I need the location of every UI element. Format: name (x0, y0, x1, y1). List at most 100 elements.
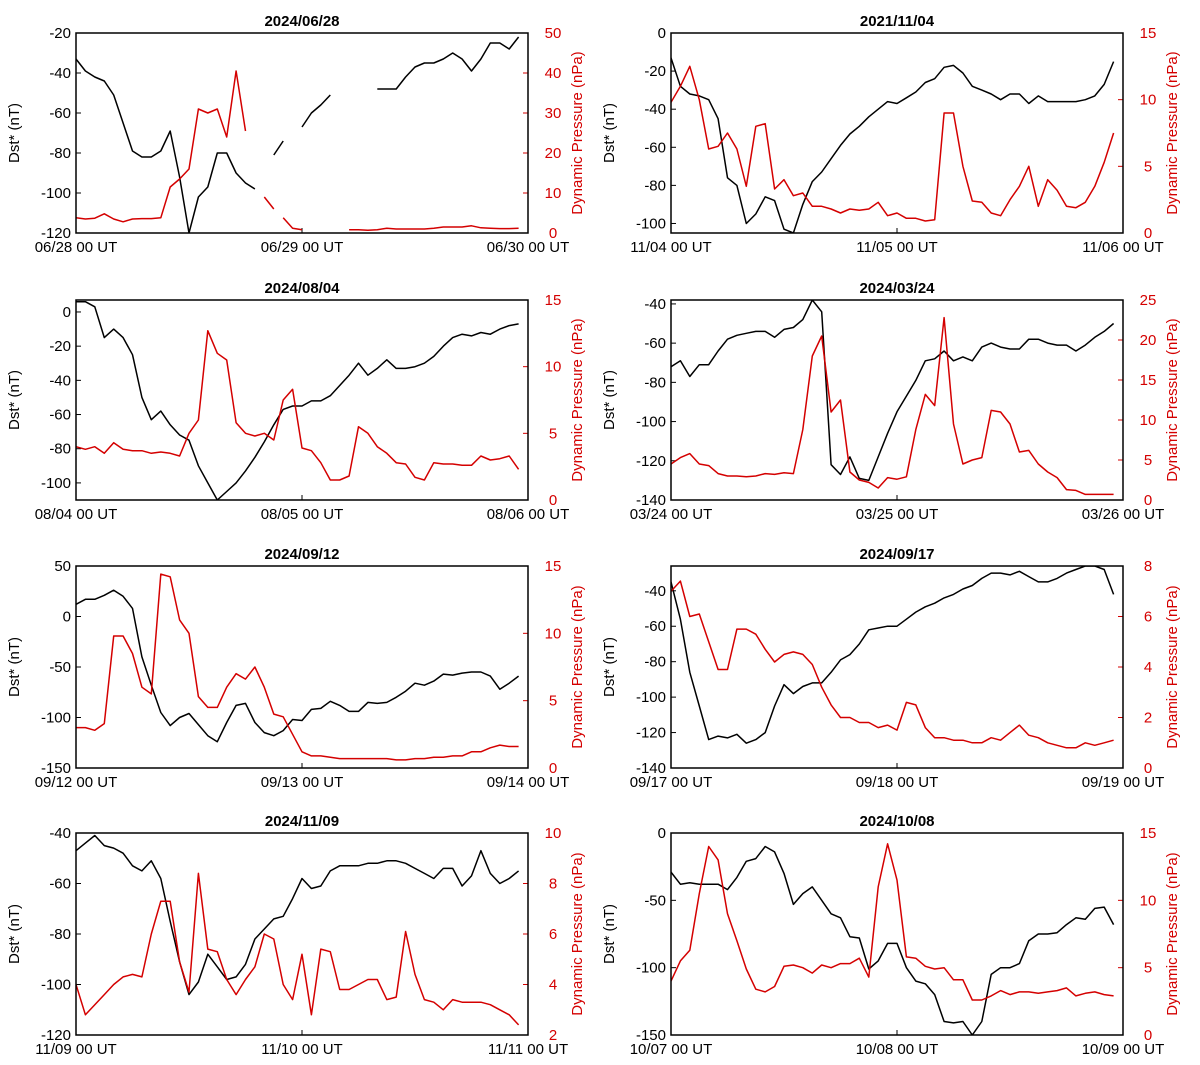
y-right-tick-label: 4 (1144, 659, 1152, 676)
y-right-tick-label: 2 (1144, 710, 1152, 727)
panel-title: 2024/08/04 (264, 280, 340, 297)
x-tick-label: 06/28 00 UT (35, 239, 118, 256)
dst-series-line (76, 58, 256, 233)
plot-frame (75, 299, 529, 501)
x-tick-label: 11/11 00 UT (488, 1041, 568, 1058)
y-left-tick-label: -80 (49, 441, 71, 458)
y-right-tick-label: 0 (549, 225, 557, 242)
y-right-tick-label: 10 (1140, 412, 1157, 429)
y-left-tick-label: -60 (644, 618, 666, 635)
panel-3: 2024/08/04 -100 -80 -60 -40 -20 0 0 5 10 15 08/04 0… (6, 280, 586, 523)
y-axis-left-label: Dst* (nT) (601, 103, 618, 163)
y-left-tick-label: -40 (49, 825, 71, 842)
y-left-tick-label: -80 (49, 145, 71, 162)
dst-series-line (76, 300, 519, 500)
panel-title: 2024/11/09 (265, 813, 339, 830)
plot-frame (75, 565, 529, 769)
plot-frame (75, 32, 529, 234)
y-left-tick-label: -50 (644, 892, 666, 909)
y-axis-right-label: Dynamic Pressure (nPa) (569, 51, 586, 214)
y-left-tick-label: -80 (644, 654, 666, 671)
dst-series-line (671, 566, 1115, 744)
x-tick-label: 06/29 00 UT (261, 239, 344, 256)
y-left-tick-label: -60 (644, 139, 666, 156)
y-right-tick-label: 6 (549, 926, 557, 943)
pressure-series-line (671, 580, 1114, 749)
y-left-tick-label: -20 (644, 63, 666, 80)
y-right-tick-label: 15 (1140, 825, 1157, 842)
pressure-series-line (76, 573, 519, 761)
x-tick-label: 03/25 00 UT (856, 506, 939, 523)
y-left-tick-label: -80 (49, 926, 71, 943)
x-tick-label: 09/14 00 UT (487, 774, 570, 791)
y-left-tick-label: -120 (41, 225, 71, 242)
y-left-tick-label: -140 (636, 492, 666, 509)
y-right-tick-label: 5 (549, 425, 557, 442)
y-right-tick-label: 2 (549, 1027, 557, 1044)
panel-8: 2024/10/08 -150 -100 -50 0 0 5 10 15 10/07 00 UT 1… (601, 813, 1181, 1058)
x-tick-label: 08/04 00 UT (35, 506, 118, 523)
y-axis-left-label: Dst* (nT) (6, 370, 23, 430)
y-left-tick-label: -80 (644, 177, 666, 194)
y-right-tick-label: 25 (1140, 292, 1157, 309)
x-tick-label: 11/04 00 UT (630, 239, 711, 256)
y-right-tick-label: 50 (545, 25, 562, 42)
y-left-tick-label: -40 (49, 65, 71, 82)
panel-title: 2024/10/08 (859, 813, 934, 830)
y-left-tick-label: -20 (49, 338, 71, 355)
y-left-tick-label: -100 (636, 414, 666, 431)
y-left-tick-label: -60 (49, 407, 71, 424)
y-left-tick-label: -40 (49, 372, 71, 389)
pressure-series-line (76, 329, 520, 481)
panel-4: 2024/03/24 -140 -120 -100 -80 -60 -40 0 5 10 15 20 2… (601, 280, 1181, 523)
y-left-tick-label: 50 (54, 558, 71, 575)
x-tick-label: 11/06 00 UT (1082, 239, 1163, 256)
y-right-tick-label: 10 (1140, 92, 1157, 109)
y-right-tick-label: 4 (549, 977, 557, 994)
pressure-series-line (76, 70, 247, 223)
y-axis-left-label: Dst* (nT) (6, 904, 23, 964)
y-axis-right-label: Dynamic Pressure (nPa) (569, 318, 586, 481)
y-left-tick-label: -50 (49, 659, 71, 676)
y-right-tick-label: 15 (545, 558, 562, 575)
x-tick-label: 09/19 00 UT (1082, 774, 1165, 791)
x-tick-label: 10/09 00 UT (1082, 1041, 1165, 1058)
y-right-tick-label: 6 (1144, 609, 1152, 626)
y-right-tick-label: 0 (1144, 225, 1152, 242)
plot-frame (670, 32, 1124, 234)
panel-title: 2021/11/04 (860, 13, 935, 30)
y-left-tick-label: -60 (644, 335, 666, 352)
dst-series-line (273, 140, 284, 156)
plot-frame (670, 299, 1124, 501)
y-axis-right-label: Dynamic Pressure (nPa) (569, 585, 586, 748)
y-left-tick-label: 0 (658, 825, 666, 842)
y-left-tick-label: -120 (636, 453, 666, 470)
pressure-series-line (671, 316, 1114, 496)
y-axis-right-label: Dynamic Pressure (nPa) (1164, 51, 1181, 214)
y-left-tick-label: -100 (41, 710, 71, 727)
y-left-tick-label: -100 (41, 475, 71, 492)
y-left-tick-label: -80 (644, 374, 666, 391)
y-axis-left-label: Dst* (nT) (601, 637, 618, 697)
y-axis-right-label: Dynamic Pressure (nPa) (1164, 318, 1181, 481)
x-tick-label: 09/12 00 UT (35, 774, 118, 791)
panel-1: 2024/06/28 -120 -100 -80 -60 -40 -20 0 10 20 30 40 5… (6, 13, 586, 256)
y-left-tick-label: -100 (636, 689, 666, 706)
y-left-tick-label: -120 (41, 1027, 71, 1044)
y-right-tick-label: 8 (549, 876, 557, 893)
pressure-series-line (263, 196, 275, 210)
pressure-series-line (349, 225, 519, 231)
y-right-tick-label: 5 (1144, 158, 1152, 175)
y-axis-left-label: Dst* (nT) (6, 103, 23, 163)
x-tick-label: 09/18 00 UT (856, 774, 939, 791)
dst-series-line (76, 834, 520, 996)
y-left-tick-label: -60 (49, 105, 71, 122)
x-tick-label: 10/08 00 UT (856, 1041, 939, 1058)
y-right-tick-label: 20 (1140, 332, 1157, 349)
pressure-series-line (671, 65, 1115, 222)
y-left-tick-label: -100 (41, 977, 71, 994)
y-right-tick-label: 5 (1144, 960, 1152, 977)
x-tick-label: 03/24 00 UT (630, 506, 713, 523)
panel-title: 2024/06/28 (264, 13, 339, 30)
x-tick-label: 11/05 00 UT (856, 239, 937, 256)
